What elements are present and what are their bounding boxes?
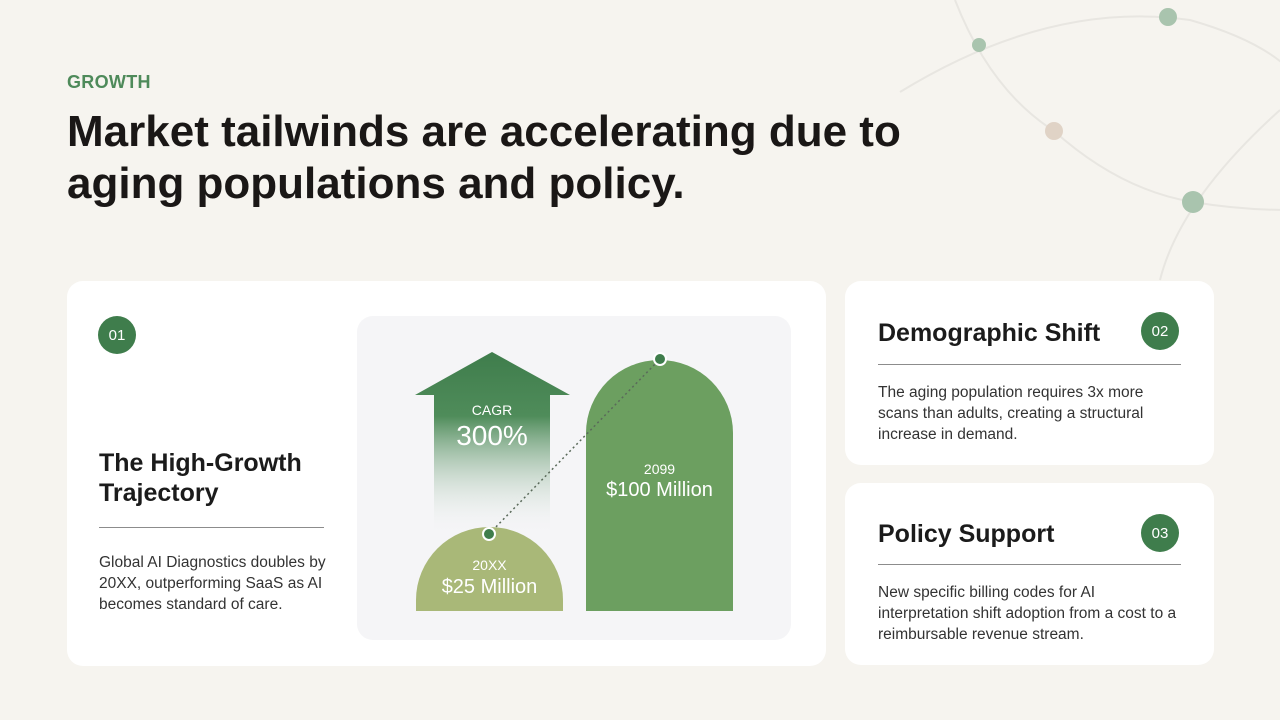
side-card-demographic: Demographic Shift 02 The aging populatio… bbox=[845, 281, 1214, 465]
divider bbox=[878, 364, 1181, 365]
decorative-dot bbox=[1159, 8, 1177, 26]
card-heading: Demographic Shift bbox=[878, 319, 1101, 347]
decorative-dot bbox=[1045, 122, 1063, 140]
cagr-value: 300% bbox=[456, 420, 528, 451]
side-card-policy: Policy Support 03 New specific billing c… bbox=[845, 483, 1214, 665]
end-value: $100 Million bbox=[606, 479, 713, 501]
decorative-dot bbox=[972, 38, 986, 52]
card-heading: The High-Growth Trajectory bbox=[99, 449, 302, 507]
start-point-marker bbox=[482, 527, 496, 541]
card-number-badge: 02 bbox=[1141, 312, 1179, 350]
card-heading: Policy Support bbox=[878, 520, 1055, 548]
card-number-badge: 03 bbox=[1141, 514, 1179, 552]
start-value-bar bbox=[416, 527, 563, 611]
trend-line bbox=[488, 358, 661, 535]
divider bbox=[99, 527, 324, 528]
card-body: Global AI Diagnostics doubles by 20XX, o… bbox=[99, 554, 326, 613]
start-value: $25 Million bbox=[441, 576, 538, 598]
end-year: 2099 bbox=[643, 461, 676, 477]
card-number-badge: 01 bbox=[98, 316, 136, 354]
section-eyebrow: GROWTH bbox=[67, 72, 151, 92]
card-body: New specific billing codes for AI interp… bbox=[878, 584, 1177, 643]
card-body: The aging population requires 3x more sc… bbox=[878, 384, 1144, 443]
end-point-marker bbox=[653, 352, 667, 366]
growth-arrow-icon bbox=[415, 352, 570, 535]
divider bbox=[878, 564, 1181, 565]
end-value-bar bbox=[586, 359, 733, 611]
decorative-dot bbox=[1182, 191, 1204, 213]
page-title: Market tailwinds are accelerating due to… bbox=[67, 107, 901, 208]
cagr-label: CAGR bbox=[471, 402, 513, 418]
start-year: 20XX bbox=[472, 557, 507, 573]
